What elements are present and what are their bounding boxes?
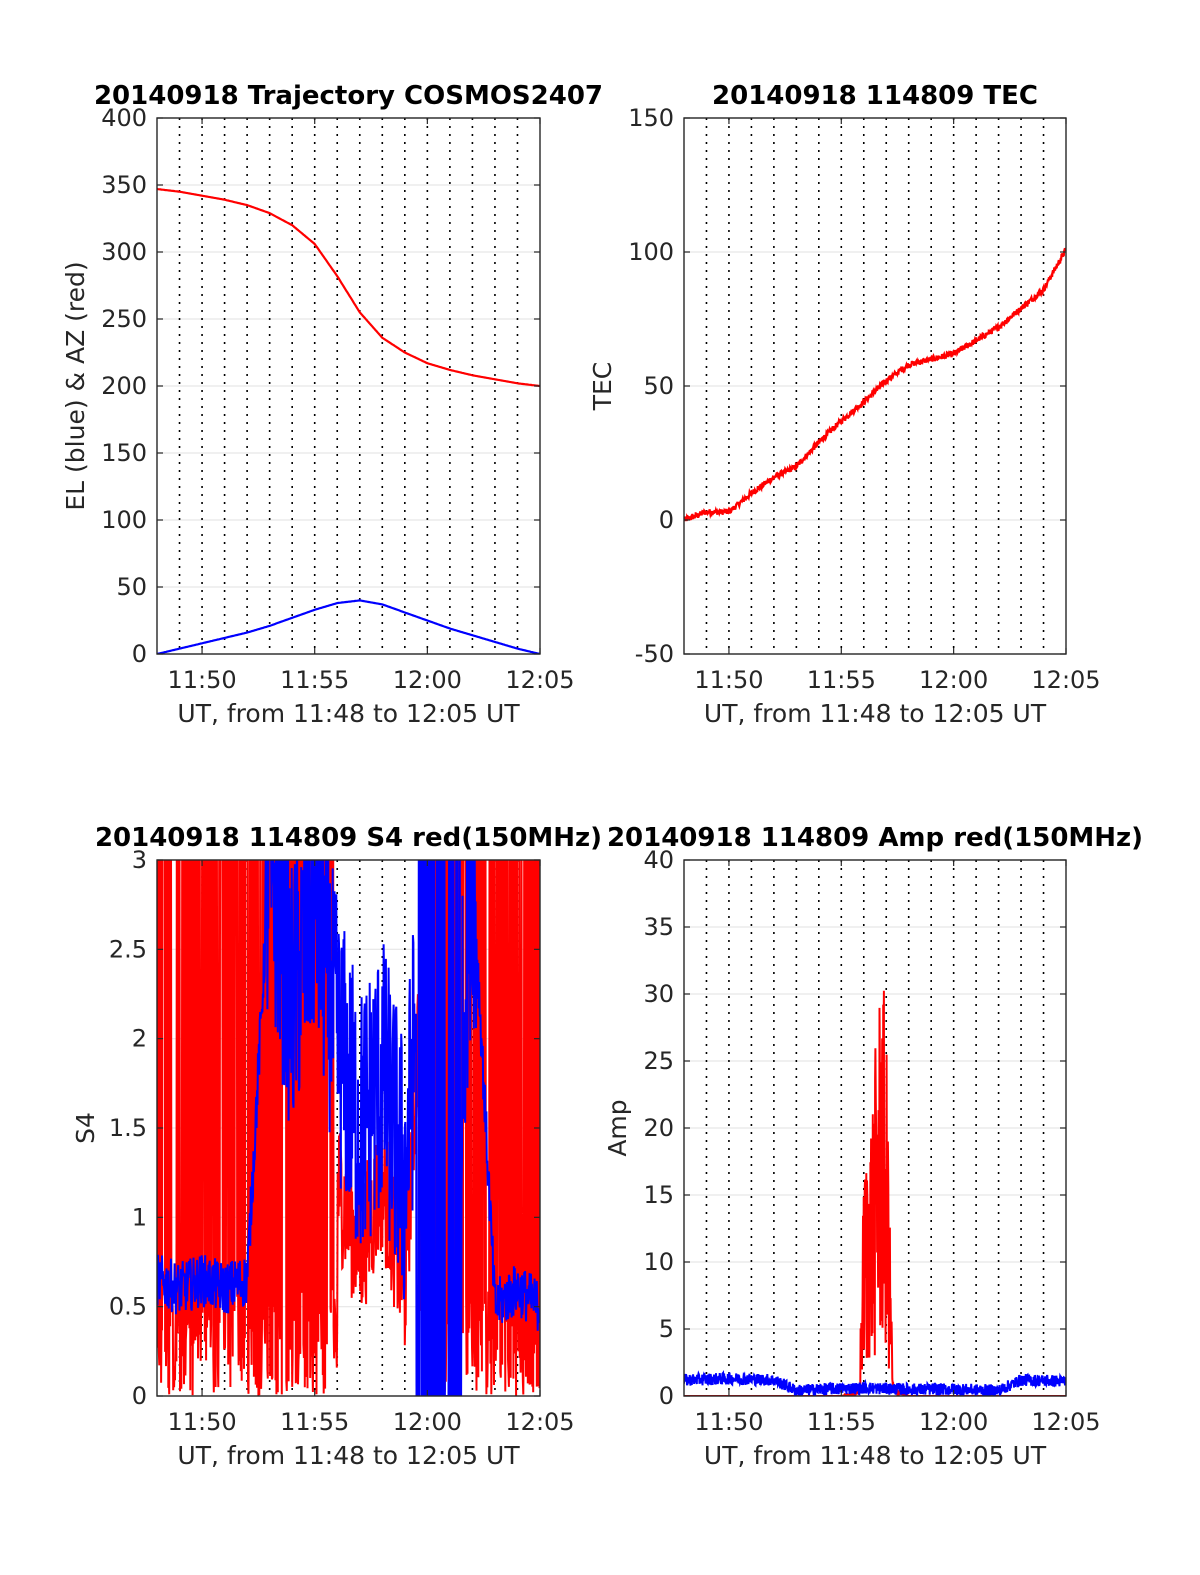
x-tick-label: 11:55 (280, 666, 349, 694)
x-tick-label: 12:05 (505, 666, 574, 694)
y-tick-label: 150 (101, 439, 147, 467)
x-tick-label: 12:05 (1031, 666, 1100, 694)
y-tick-label: 0 (659, 506, 674, 534)
x-axis-label: UT, from 11:48 to 12:05 UT (704, 1441, 1047, 1470)
y-tick-label: 15 (643, 1181, 674, 1209)
data-layer (157, 860, 540, 1396)
y-tick-label: 40 (643, 846, 674, 874)
series-line-2 (157, 860, 540, 1396)
y-tick-label: 1.5 (109, 1114, 147, 1142)
x-tick-label: 12:05 (505, 1408, 574, 1436)
x-tick-label: 11:55 (807, 666, 876, 694)
chart-panel-1: 0 50 100 150 200 250 300 350 400 11:50 11:55 12:00 1… (61, 81, 603, 728)
x-tick-label: 12:05 (1031, 1408, 1100, 1436)
y-tick-label: 50 (643, 372, 674, 400)
y-tick-label: 0.5 (109, 1293, 147, 1321)
y-tick-label: 250 (101, 305, 147, 333)
x-tick-label: 12:00 (393, 1408, 462, 1436)
y-tick-label: 35 (643, 913, 674, 941)
x-axis-label: UT, from 11:48 to 12:05 UT (704, 699, 1047, 728)
chart-panel-3: 0 0.5 1 1.5 2 2.5 3 11:50 11:55 12:00 12:05 2014091… (71, 823, 602, 1470)
y-tick-label: 10 (643, 1248, 674, 1276)
x-tick-label: 12:00 (393, 666, 462, 694)
y-tick-label: 200 (101, 372, 147, 400)
y-axis-label: Amp (603, 1099, 632, 1156)
data-layer (684, 247, 1066, 522)
chart-title: 20140918 114809 TEC (712, 81, 1038, 111)
y-tick-label: 400 (101, 104, 147, 132)
x-tick-label: 12:00 (919, 1408, 988, 1436)
y-tick-label: 300 (101, 238, 147, 266)
y-tick-label: 0 (132, 1382, 147, 1410)
y-tick-label: 350 (101, 171, 147, 199)
data-layer (157, 187, 540, 654)
y-tick-label: 25 (643, 1047, 674, 1075)
chart-title: 20140918 114809 S4 red(150MHz) (95, 823, 602, 853)
series-line-1 (684, 990, 1066, 1396)
y-axis-label: TEC (588, 362, 617, 412)
y-tick-label: 2 (132, 1025, 147, 1053)
chart-panel-2: -50 0 50 100 150 11:50 11:55 12:00 12:05 20140918… (588, 81, 1101, 728)
x-tick-label: 11:55 (807, 1408, 876, 1436)
chart-title: 20140918 Trajectory COSMOS2407 (94, 81, 603, 111)
y-tick-label: 50 (116, 573, 147, 601)
y-axis-label: S4 (71, 1112, 100, 1144)
x-tick-label: 12:00 (919, 666, 988, 694)
y-tick-label: -50 (635, 640, 674, 668)
y-tick-label: 1 (132, 1203, 147, 1231)
y-tick-label: 0 (659, 1382, 674, 1410)
series-line-1 (684, 247, 1066, 522)
x-axis-label: UT, from 11:48 to 12:05 UT (177, 699, 520, 728)
y-tick-label: 100 (101, 506, 147, 534)
y-tick-label: 150 (628, 104, 674, 132)
data-layer (684, 990, 1066, 1396)
chart-panel-4: 0 5 10 15 20 25 30 35 40 11:50 11:55 12:00 12:05 2014… (603, 823, 1143, 1470)
series-line-1 (157, 187, 540, 388)
y-tick-label: 2.5 (109, 935, 147, 963)
x-tick-label: 11:50 (694, 1408, 763, 1436)
x-tick-label: 11:50 (694, 666, 763, 694)
series-line-2 (684, 1370, 1066, 1396)
y-tick-label: 0 (132, 640, 147, 668)
x-tick-label: 11:55 (280, 1408, 349, 1436)
y-axis-label: EL (blue) & AZ (red) (61, 261, 90, 510)
x-tick-label: 11:50 (167, 1408, 236, 1436)
y-tick-label: 5 (659, 1315, 674, 1343)
y-tick-label: 3 (132, 846, 147, 874)
series-line-2 (157, 599, 540, 654)
x-axis-label: UT, from 11:48 to 12:05 UT (177, 1441, 520, 1470)
series-line-1 (157, 860, 540, 1396)
y-tick-label: 100 (628, 238, 674, 266)
x-tick-label: 11:50 (167, 666, 236, 694)
chart-title: 20140918 114809 Amp red(150MHz) (607, 823, 1143, 853)
y-tick-label: 20 (643, 1114, 674, 1142)
y-tick-label: 30 (643, 980, 674, 1008)
